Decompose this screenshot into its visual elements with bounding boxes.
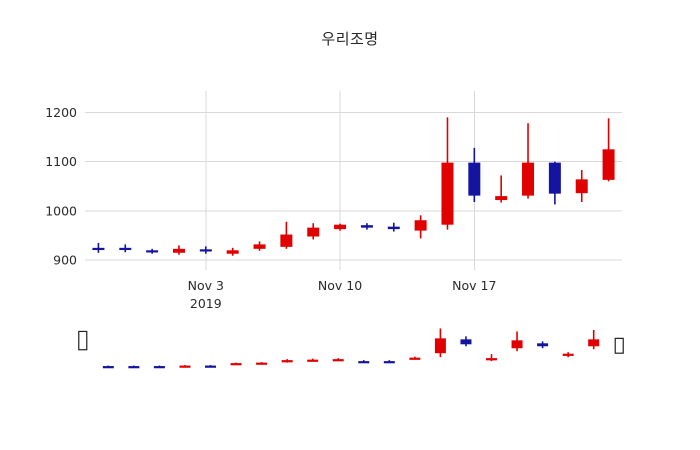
- volume-candle-body: [588, 339, 600, 347]
- price-panel: 900 1000 1100 1200 Nov 3 2019 Nov 10 Nov 17: [0, 85, 700, 320]
- volume-candle-body: [409, 357, 421, 360]
- volume-candle-body: [230, 363, 242, 366]
- volume-candle-body: [332, 359, 344, 362]
- chart-title: 우리조명: [321, 30, 379, 48]
- candle-body: [548, 162, 561, 194]
- x-axis-tick-label: Nov 10: [318, 278, 362, 293]
- candle-body: [92, 247, 105, 251]
- volume-candle-body: [307, 359, 319, 362]
- y-axis-tick-label: 1100: [45, 154, 77, 169]
- x-axis-tick-label: Nov 17: [452, 278, 496, 293]
- candle-body: [522, 162, 535, 196]
- volume-candle-body: [562, 353, 574, 356]
- candle-body: [172, 248, 185, 253]
- volume-candle-body: [511, 340, 523, 349]
- price-plot: 900 1000 1100 1200 Nov 3 2019 Nov 10 Nov 17: [45, 91, 622, 311]
- candle-body: [441, 162, 454, 225]
- volume-candle-body: [153, 366, 165, 369]
- volume-candle-body: [281, 360, 293, 363]
- volume-edge-marker: [614, 337, 624, 354]
- candle-body: [414, 220, 427, 231]
- volume-candle-body: [205, 365, 216, 368]
- volume-candle-body: [537, 343, 549, 347]
- volume-candle-body: [256, 362, 268, 365]
- candle-body: [199, 249, 212, 252]
- candle-body: [307, 227, 320, 237]
- x-axis-tick-label: Nov 3: [188, 278, 224, 293]
- volume-candle-body: [128, 366, 140, 369]
- candle-body: [495, 196, 508, 201]
- y-axis-tick-label: 1200: [45, 105, 77, 120]
- volume-candle-body: [179, 365, 191, 368]
- volume-candle-body: [358, 361, 370, 364]
- volume-candle-body: [383, 361, 395, 364]
- candle-body: [146, 250, 159, 253]
- candle-body: [119, 247, 132, 251]
- volume-plot: [78, 328, 624, 369]
- volume-panel: [0, 320, 700, 430]
- y-axis-tick-label: 900: [53, 253, 77, 268]
- volume-candle-body: [434, 338, 446, 354]
- x-axis-year-label: 2019: [190, 296, 222, 311]
- candle-body: [360, 225, 373, 228]
- volume-candle-body: [486, 358, 497, 361]
- volume-candle-body: [460, 339, 472, 345]
- candle-body: [280, 234, 293, 247]
- y-axis-tick-label: 1000: [45, 203, 77, 218]
- volume-edge-marker: [78, 330, 88, 351]
- candle-body: [226, 250, 239, 254]
- candle-body: [253, 244, 266, 249]
- candle-body: [334, 224, 347, 230]
- candle-body: [387, 226, 400, 230]
- volume-candle-body: [102, 366, 114, 369]
- candle-body: [575, 179, 588, 194]
- candle-body: [602, 149, 615, 180]
- candle-body: [468, 162, 481, 196]
